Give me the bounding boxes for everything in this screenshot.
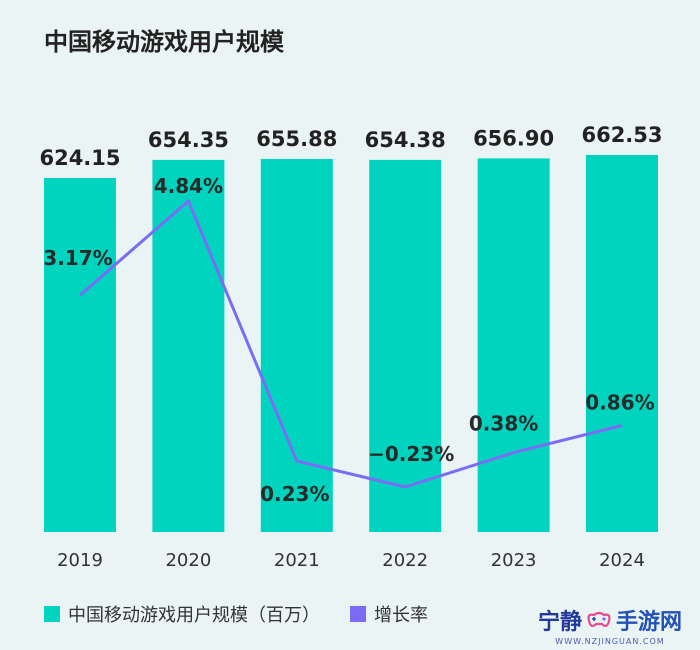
bar-series: [44, 155, 658, 533]
legend-item-users: 中国移动游戏用户规模（百万）: [44, 601, 320, 627]
growth-label-2023: 0.38%: [469, 412, 538, 436]
bar-2021: [260, 158, 333, 532]
bar-value-label-2019: 624.15: [39, 146, 120, 170]
growth-label-2020: 4.84%: [154, 174, 223, 198]
growth-line: [79, 199, 623, 489]
bar-value-labels: 624.15 654.35 655.88 654.38 656.90 662.53: [39, 123, 662, 170]
x-tick-2019: 2019: [57, 550, 103, 571]
legend-item-growth: 增长率: [350, 601, 428, 627]
watermark-url: WWW.NZJINGUAN.COM: [555, 637, 665, 646]
watermark-brand-right: 手游网: [615, 610, 682, 635]
watermark-brand-left: 宁静: [537, 610, 582, 635]
growth-value-labels: 3.17% 4.84% 0.23% −0.23% 0.38% 0.86%: [43, 174, 654, 506]
x-tick-2021: 2021: [274, 550, 320, 571]
legend-label-users: 中国移动游戏用户规模（百万）: [68, 605, 320, 626]
bar-2022: [369, 159, 442, 533]
x-axis-tick-labels: 2019 2020 2021 2022 2023 2024: [57, 550, 645, 571]
bar-value-label-2024: 662.53: [581, 123, 662, 147]
bar-2020: [152, 159, 225, 532]
bar-value-label-2023: 656.90: [473, 126, 554, 150]
x-tick-2022: 2022: [382, 550, 428, 571]
bar-value-label-2021: 655.88: [256, 127, 337, 151]
watermark-brand: 宁静 手游网: [538, 604, 682, 636]
x-tick-2020: 2020: [165, 550, 211, 571]
legend-swatch-users: [44, 606, 60, 622]
legend-label-growth: 增长率: [374, 605, 428, 626]
bar-2024: [586, 155, 658, 532]
x-tick-2024: 2024: [599, 550, 645, 571]
legend-swatch-growth: [350, 606, 366, 622]
watermark: 宁静 手游网 WWW.NZJINGUAN.COM: [538, 604, 682, 646]
chart-title: 中国移动游戏用户规模: [44, 28, 284, 56]
chart-canvas: 624.15 654.35 655.88 654.38 656.90 662.53 3.1…: [39, 123, 662, 571]
bar-2023: [477, 158, 550, 532]
growth-label-2021: 0.23%: [260, 482, 329, 506]
growth-label-2024: 0.86%: [585, 391, 654, 415]
bar-2019: [44, 178, 116, 532]
growth-label-2022: −0.23%: [368, 442, 454, 466]
bar-value-label-2020: 654.35: [148, 128, 229, 152]
growth-line-series: [79, 199, 623, 489]
legend: 中国移动游戏用户规模（百万） 增长率: [44, 601, 458, 627]
bar-value-label-2022: 654.38: [365, 128, 446, 152]
x-tick-2023: 2023: [491, 550, 537, 571]
growth-label-2019: 3.17%: [43, 246, 112, 270]
gamepad-logo-icon: [587, 611, 611, 628]
